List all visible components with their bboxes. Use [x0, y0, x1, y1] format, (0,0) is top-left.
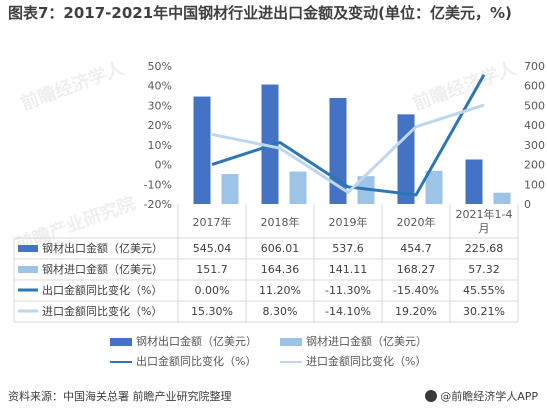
- source-note: 资料来源：中国海关总署 前瞻产业研究院整理: [8, 390, 232, 403]
- line-import-yoy: [211, 103, 485, 194]
- table-cell-value: 537.6: [332, 242, 364, 255]
- table-row-swatch: [18, 245, 38, 252]
- x-tick-label: 2020年: [397, 215, 436, 229]
- table-cell-value: 30.21%: [463, 305, 505, 318]
- bar-import: [289, 171, 307, 204]
- table-cell-value: 606.01: [261, 242, 300, 255]
- y-left-tick-label: 0%: [155, 159, 172, 172]
- brand-text: @前瞻经济学人APP: [440, 390, 538, 403]
- y-right-tick-label: 700: [524, 60, 545, 73]
- table-cell-value: 545.04: [193, 242, 232, 255]
- y-left-tick-label: 40%: [148, 80, 172, 93]
- legend-item-import-bar: 钢材进口金额（亿美元）: [280, 334, 427, 350]
- table-cell-value: 454.7: [400, 242, 432, 255]
- y-left-tick-label: 20%: [148, 119, 172, 132]
- table-cell-value: -11.30%: [325, 284, 371, 297]
- footer: 资料来源：中国海关总署 前瞻产业研究院整理 @前瞻经济学人APP: [8, 386, 538, 406]
- table-cell-value: 151.7: [196, 263, 228, 276]
- legend-label: 进口金额同比变化（%）: [306, 355, 427, 368]
- y-right-tick-label: 400: [524, 119, 545, 132]
- table-cell-value: 45.55%: [463, 284, 505, 297]
- table-cell-value: 15.30%: [191, 305, 233, 318]
- table-cell-value: 57.32: [468, 263, 500, 276]
- legend-swatch-import-line: [280, 361, 302, 363]
- table-cell-value: -15.40%: [393, 284, 439, 297]
- y-left-tick-label: 10%: [148, 139, 172, 152]
- y-right-tick-label: 500: [524, 99, 545, 112]
- x-tick-label: 2019年: [329, 215, 368, 229]
- y-right-tick-label: 100: [524, 178, 545, 191]
- brand-logo-icon: [425, 390, 438, 402]
- table-cell-value: 8.30%: [263, 305, 298, 318]
- bar-export: [397, 114, 415, 204]
- legend-swatch-export-bar: [110, 338, 132, 346]
- legend-label: 钢材进口金额（亿美元）: [306, 335, 427, 348]
- line-export-yoy: [211, 74, 486, 197]
- bar-import: [493, 192, 511, 204]
- y-left-tick-label: -10%: [144, 178, 172, 191]
- table-cell-value: 141.11: [329, 263, 368, 276]
- y-right-tick-label: 0: [524, 198, 531, 211]
- table-cell-value: 11.20%: [259, 284, 301, 297]
- x-tick-label: 2018年: [261, 215, 300, 229]
- bar-import: [221, 174, 239, 204]
- brand-credit: @前瞻经济学人APP: [425, 388, 538, 404]
- y-right-tick-label: 200: [524, 159, 545, 172]
- table-row-label: 进口金额同比变化（%）: [42, 304, 162, 318]
- legend-label: 出口金额同比变化（%）: [136, 355, 257, 368]
- y-left-tick-label: 30%: [148, 99, 172, 112]
- chart-title: 图表7：2017-2021年中国钢材行业进出口金额及变动(单位：亿美元，%): [8, 4, 512, 22]
- bar-export: [465, 159, 483, 204]
- y-right-tick-label: 600: [524, 80, 545, 93]
- y-left-tick-label: -20%: [144, 198, 172, 211]
- legend-row-lines: 出口金额同比变化（%） 进口金额同比变化（%）: [110, 354, 530, 370]
- table-cell-value: 225.68: [465, 242, 504, 255]
- legend-item-export-line: 出口金额同比变化（%）: [110, 354, 256, 370]
- table-cell-value: 0.00%: [195, 284, 230, 297]
- legend-label: 钢材出口金额（亿美元）: [136, 335, 257, 348]
- table-row-label: 钢材进口金额（亿美元）: [42, 262, 163, 276]
- table-cell-value: -14.10%: [325, 305, 371, 318]
- y-right-tick-label: 300: [524, 139, 545, 152]
- y-left-tick-label: 50%: [148, 60, 172, 73]
- table-cell-value: 19.20%: [395, 305, 437, 318]
- bar-export: [193, 96, 211, 204]
- legend-row-bars: 钢材出口金额（亿美元） 钢材进口金额（亿美元）: [110, 334, 530, 350]
- x-tick-label: 2021年1-4: [456, 207, 513, 221]
- x-tick-label: 2017年: [193, 215, 232, 229]
- table-row-label: 出口金额同比变化（%）: [42, 283, 162, 297]
- legend-swatch-import-bar: [280, 338, 302, 346]
- table-cell-value: 164.36: [261, 263, 300, 276]
- legend-item-import-line: 进口金额同比变化（%）: [280, 354, 426, 370]
- table-row-label: 钢材出口金额（亿美元）: [42, 241, 163, 255]
- x-tick-label-cont: 月: [479, 222, 490, 235]
- bar-import: [425, 170, 443, 204]
- table-cell-value: 168.27: [397, 263, 436, 276]
- legend-swatch-export-line: [110, 361, 132, 363]
- legend-item-export-bar: 钢材出口金额（亿美元）: [110, 334, 257, 350]
- chart-area: 50% 40% 30% 20% 10% 0% -10% -20% 700 600 500 400 300…: [13, 60, 545, 323]
- table-row-swatch: [18, 266, 38, 273]
